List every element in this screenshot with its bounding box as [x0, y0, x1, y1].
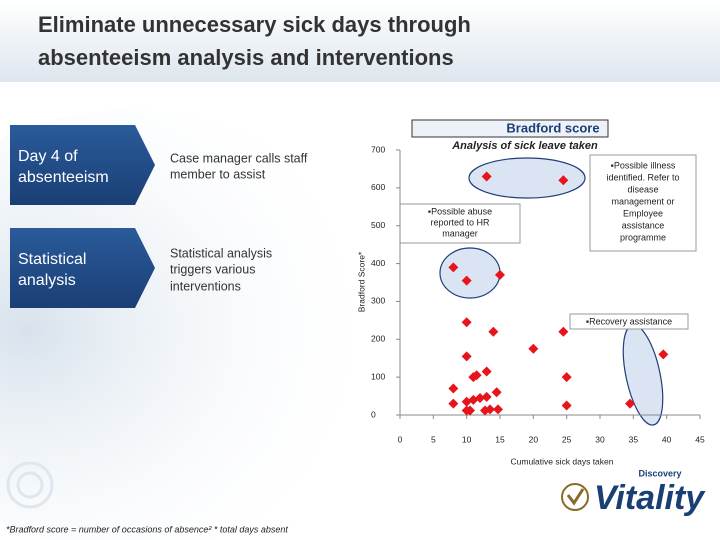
point — [495, 269, 505, 280]
y-tick-label: 400 — [371, 258, 385, 268]
step-label: analysis — [18, 272, 76, 289]
point — [468, 372, 479, 383]
point — [465, 405, 475, 416]
title-band — [0, 0, 720, 82]
step-text: member to assist — [170, 167, 266, 181]
annotation: assistance — [622, 220, 665, 230]
x-axis-label: Cumulative sick days taken — [511, 456, 614, 466]
point — [561, 400, 572, 411]
point — [558, 175, 569, 186]
footnote: *Bradford score = number of occasions of… — [6, 524, 288, 534]
y-axis-label: Bradford Score* — [356, 251, 366, 312]
annotation: programme — [620, 232, 666, 242]
logo-brand: Discovery — [638, 468, 681, 478]
photo-backdrop — [0, 110, 390, 540]
step-text: Statistical analysis — [170, 246, 272, 260]
slide-title: Eliminate unnecessary sick days through — [38, 12, 471, 37]
y-tick-label: 0 — [371, 409, 376, 419]
point — [448, 262, 459, 273]
x-tick-label: 40 — [662, 434, 672, 444]
annotation-box — [589, 154, 697, 252]
annotation: ▪Possible illness — [611, 160, 676, 170]
chart: Analysis of sick leave taken010020030040… — [356, 140, 705, 466]
panel-title: Bradford score — [506, 120, 599, 135]
annotation: ▪Possible abuse — [428, 206, 492, 216]
y-tick-label: 500 — [371, 220, 385, 230]
x-tick-label: 35 — [629, 434, 639, 444]
annotation: Employee — [623, 208, 663, 218]
logo-mark — [561, 483, 589, 511]
x-tick-label: 15 — [495, 434, 505, 444]
point — [481, 366, 492, 377]
highlight-ellipse — [439, 247, 501, 299]
step-text: triggers various — [170, 262, 255, 276]
decor-circle — [6, 461, 54, 509]
x-tick-label: 10 — [462, 434, 472, 444]
x-tick-label: 5 — [431, 434, 436, 444]
highlight-ellipse — [468, 157, 586, 199]
annotation: manager — [442, 228, 478, 238]
point — [561, 372, 572, 383]
annotation: management or — [611, 196, 674, 206]
point — [488, 326, 499, 337]
point — [461, 275, 472, 286]
step-label: Statistical — [18, 251, 86, 268]
point — [461, 351, 472, 362]
point — [491, 387, 502, 398]
x-tick-label: 20 — [529, 434, 539, 444]
logo-mark — [566, 488, 585, 506]
logo: Discovery Vitality — [561, 468, 706, 517]
point — [625, 398, 635, 409]
annotation-box — [399, 203, 521, 244]
x-tick-label: 30 — [595, 434, 605, 444]
annotation: ▪Recovery assistance — [586, 316, 672, 326]
annotation: disease — [627, 184, 658, 194]
x-tick-label: 25 — [562, 434, 572, 444]
chart-title: Analysis of sick leave taken — [451, 140, 598, 152]
point — [481, 171, 492, 182]
step-chevron — [10, 228, 155, 308]
step-text: interventions — [170, 279, 241, 293]
annotation: identified. Refer to — [606, 172, 679, 182]
annotation-box — [569, 313, 689, 330]
step-chevron — [10, 125, 155, 205]
x-tick-label: 0 — [398, 434, 403, 444]
point — [558, 326, 569, 337]
point — [493, 404, 503, 415]
panel-title-box — [411, 119, 609, 138]
point — [658, 349, 669, 360]
y-tick-label: 200 — [371, 334, 385, 344]
x-tick-label: 45 — [695, 434, 705, 444]
annotation: reported to HR — [430, 217, 490, 227]
y-tick-label: 300 — [371, 296, 385, 306]
point — [481, 391, 492, 402]
decor-circle — [16, 471, 44, 499]
point — [475, 392, 485, 403]
point — [528, 343, 539, 354]
point — [485, 404, 495, 415]
y-tick-label: 700 — [371, 144, 385, 154]
logo-name: Vitality — [594, 479, 706, 517]
point — [448, 398, 459, 409]
point — [448, 383, 459, 394]
step-label: Day 4 of — [18, 148, 78, 165]
slide-title: absenteeism analysis and interventions — [38, 45, 454, 70]
step-label: absenteeism — [18, 169, 109, 186]
step-text: Case manager calls staff — [170, 151, 308, 165]
y-tick-label: 100 — [371, 371, 385, 381]
point — [461, 317, 472, 328]
y-tick-label: 600 — [371, 182, 385, 192]
